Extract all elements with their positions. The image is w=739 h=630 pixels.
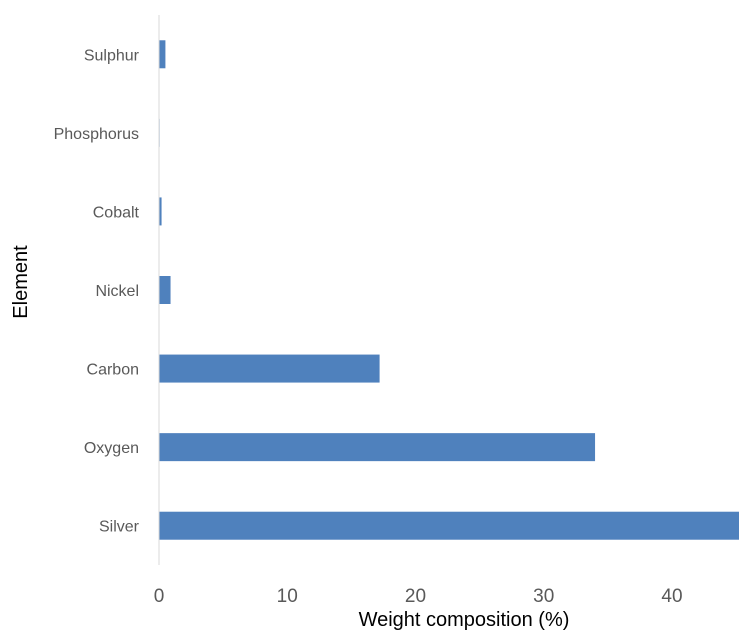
bars-group [159, 40, 739, 540]
bar-silver [159, 511, 739, 540]
x-tick-label-20: 20 [405, 586, 426, 607]
x-tick-label-10: 10 [277, 586, 298, 607]
x-axis-title: Weight composition (%) [359, 609, 570, 630]
y-tick-label-sulphur: Sulphur [84, 47, 140, 64]
y-axis-title: Element [10, 245, 32, 319]
y-tick-label-nickel: Nickel [95, 283, 139, 300]
bar-carbon [159, 354, 380, 383]
bar-sulphur [159, 40, 166, 69]
y-tick-label-carbon: Carbon [87, 362, 139, 379]
bar-nickel [159, 276, 171, 304]
bar-cobalt [159, 197, 162, 226]
x-tick-labels: 0 10 20 30 40 [154, 586, 683, 607]
x-tick-label-30: 30 [533, 586, 554, 607]
y-tick-label-cobalt: Cobalt [93, 204, 140, 221]
x-tick-label-0: 0 [154, 586, 165, 607]
bar-oxygen [159, 433, 596, 462]
y-tick-label-silver: Silver [99, 519, 140, 536]
x-tick-label-40: 40 [661, 586, 682, 607]
y-tick-label-oxygen: Oxygen [84, 440, 139, 457]
y-tick-labels: Silver Oxygen Carbon Nickel Cobalt Phosphorus… [54, 47, 140, 535]
y-tick-label-phosphorus: Phosphorus [54, 126, 139, 143]
